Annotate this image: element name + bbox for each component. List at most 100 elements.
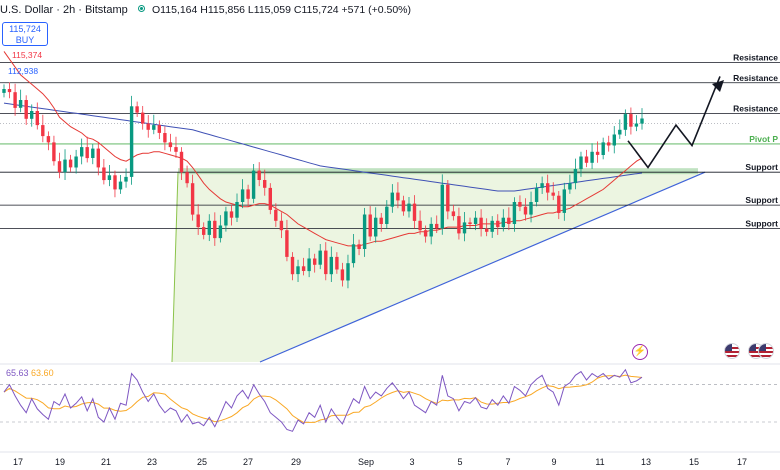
candle-body bbox=[457, 216, 461, 234]
triangle-left-edge bbox=[171, 172, 179, 363]
candle-body bbox=[196, 214, 200, 228]
candle-body bbox=[440, 184, 444, 229]
ema-fast-line bbox=[3, 51, 643, 247]
level-label: Resistance bbox=[733, 73, 778, 83]
candle-body bbox=[129, 106, 134, 177]
candle-body bbox=[351, 244, 356, 264]
candle-body bbox=[268, 187, 272, 210]
triangle-fill bbox=[172, 172, 705, 362]
candle-body bbox=[163, 133, 167, 143]
candle-body bbox=[446, 184, 450, 212]
candle-body bbox=[207, 220, 211, 235]
candle-body bbox=[46, 136, 51, 143]
buy-label: BUY bbox=[15, 35, 35, 45]
projection-line bbox=[627, 76, 721, 169]
buy-price: 115,724 bbox=[9, 24, 41, 34]
candle-body bbox=[340, 269, 345, 281]
candle-body bbox=[290, 256, 295, 275]
candle-body bbox=[590, 151, 594, 163]
candle-body bbox=[362, 214, 367, 249]
candle-body bbox=[462, 222, 467, 234]
time-axis: 17 19 21 23 25 27 29 Sep 3 5 7 9 11 13 15 17 115,374 112,… bbox=[0, 50, 780, 467]
candle-body bbox=[85, 147, 89, 159]
candle-body bbox=[213, 220, 217, 239]
candle-body bbox=[418, 220, 422, 231]
time-tick-label: 11 bbox=[595, 457, 604, 467]
candle-body bbox=[435, 223, 439, 229]
candle-body bbox=[429, 223, 433, 237]
market-status-icon bbox=[138, 5, 145, 12]
candle-body bbox=[346, 263, 350, 281]
candle-body bbox=[634, 123, 639, 127]
candle-body bbox=[274, 209, 278, 221]
candle-body bbox=[512, 202, 517, 224]
candle-body bbox=[224, 211, 228, 226]
candle-body bbox=[80, 147, 84, 157]
candle-body bbox=[401, 200, 406, 212]
candle-body bbox=[190, 183, 195, 215]
candle-body bbox=[174, 147, 178, 152]
candle-body bbox=[551, 192, 555, 196]
candle-body bbox=[74, 156, 78, 168]
candle-body bbox=[507, 217, 511, 224]
candle-body bbox=[157, 125, 161, 133]
candle-body bbox=[324, 250, 328, 275]
candle-body bbox=[612, 134, 616, 146]
candle-body bbox=[135, 106, 139, 113]
candle-body bbox=[579, 156, 583, 170]
time-tick-label: 7 bbox=[505, 457, 510, 467]
price-marker-low: 112,938 bbox=[8, 66, 38, 76]
time-tick-label: 9 bbox=[551, 457, 556, 467]
candle-body bbox=[235, 202, 239, 218]
candle-body bbox=[179, 151, 184, 173]
rsi-value: 65.63 bbox=[6, 368, 29, 378]
time-tick-label: Sep bbox=[358, 457, 374, 467]
candle-body bbox=[357, 244, 361, 249]
projection-path bbox=[627, 76, 724, 169]
candle-body bbox=[313, 258, 317, 265]
time-tick-label: 19 bbox=[55, 457, 65, 467]
candle-body bbox=[91, 148, 95, 158]
candle-body bbox=[385, 206, 389, 224]
candle-body bbox=[35, 111, 39, 126]
us-flag-icon[interactable] bbox=[758, 343, 774, 359]
candle-body bbox=[257, 170, 261, 180]
candle-body bbox=[18, 100, 23, 108]
candle-body bbox=[63, 159, 67, 173]
rsi-ma-value: 63.60 bbox=[31, 368, 54, 378]
projection-arrowhead bbox=[712, 80, 724, 92]
candle-body bbox=[24, 100, 28, 119]
candle-body bbox=[124, 176, 128, 182]
candle-body bbox=[557, 195, 561, 213]
candle-body bbox=[534, 187, 539, 202]
candle-body bbox=[618, 129, 622, 135]
candles bbox=[2, 82, 644, 289]
candle-body bbox=[301, 266, 306, 271]
candle-body bbox=[68, 159, 73, 168]
time-tick-label: 5 bbox=[457, 457, 462, 467]
candle-body bbox=[479, 217, 483, 229]
level-label: Resistance bbox=[733, 103, 778, 113]
candle-body bbox=[573, 169, 578, 184]
event-lightning-icon[interactable]: ⚡ bbox=[632, 344, 648, 360]
candle-body bbox=[629, 114, 633, 127]
level-label: Support bbox=[745, 162, 778, 172]
time-tick-label: 17 bbox=[13, 457, 23, 467]
candle-body bbox=[407, 203, 411, 212]
candle-body bbox=[485, 228, 489, 232]
time-tick-label: 23 bbox=[147, 457, 157, 467]
candle-body bbox=[168, 142, 173, 148]
us-flag-icon[interactable] bbox=[724, 343, 740, 359]
time-tick-label: 21 bbox=[101, 457, 111, 467]
triangle-pattern bbox=[171, 168, 706, 363]
triangle-rising-support bbox=[259, 171, 706, 363]
candle-body bbox=[640, 118, 644, 124]
time-tick-label: 27 bbox=[243, 457, 253, 467]
candle-body bbox=[96, 148, 100, 168]
candle-body bbox=[468, 222, 472, 224]
buy-button[interactable]: 115,724 BUY bbox=[2, 22, 48, 46]
time-tick-label: 17 bbox=[737, 457, 747, 467]
candle-body bbox=[601, 142, 605, 155]
candle-body bbox=[540, 183, 544, 188]
